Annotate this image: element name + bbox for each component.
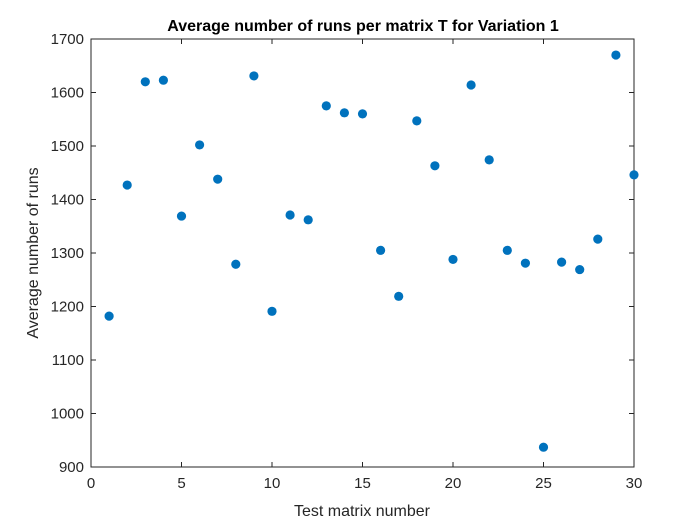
axes-frame: [90, 38, 635, 468]
y-tick-label: 1300: [51, 245, 84, 262]
y-tick-label: 1700: [51, 31, 84, 48]
data-point: [339, 108, 349, 118]
data-point: [520, 258, 531, 268]
data-point: [195, 140, 205, 150]
x-tick-label: 30: [626, 475, 643, 492]
data-point: [593, 234, 603, 244]
data-point: [267, 306, 277, 316]
x-tick-label: 0: [87, 475, 95, 492]
data-point: [394, 291, 404, 301]
data-point: [466, 80, 476, 90]
data-point: [557, 257, 567, 267]
y-tick-label: 1000: [51, 406, 84, 423]
y-axis-label: Average number of runs: [25, 167, 42, 338]
y-tick-label: 1400: [51, 192, 84, 209]
data-point: [484, 155, 494, 165]
data-point: [430, 161, 440, 171]
data-point: [629, 170, 639, 180]
x-axis-ticks: 0 5 10 15 20 25 30: [87, 39, 643, 492]
x-tick-label: 5: [177, 475, 185, 492]
data-point: [231, 259, 241, 269]
data-point: [357, 109, 368, 119]
x-tick-label: 25: [535, 475, 552, 492]
plot-area: 0 5 10 15 20 25 30 900 1000 1100 1200 1300 1400 1500…: [51, 31, 643, 492]
data-points: [104, 50, 639, 452]
data-point: [176, 211, 187, 221]
data-point: [158, 75, 168, 85]
data-point: [140, 77, 150, 87]
data-point: [122, 180, 132, 190]
data-point: [104, 311, 114, 321]
data-point: [285, 210, 295, 220]
y-tick-label: 1100: [52, 352, 84, 369]
y-tick-label: 1200: [51, 299, 84, 316]
chart-title: Average number of runs per matrix T for …: [167, 18, 559, 35]
y-tick-label: 1600: [51, 85, 84, 102]
y-tick-label: 900: [59, 459, 84, 476]
x-tick-label: 10: [264, 475, 281, 492]
data-point: [249, 71, 259, 81]
data-point: [376, 245, 386, 255]
data-point: [303, 215, 313, 225]
y-tick-label: 1500: [51, 138, 84, 155]
x-tick-label: 15: [354, 475, 371, 492]
data-point: [213, 174, 223, 184]
data-point: [538, 442, 549, 452]
data-point: [611, 50, 621, 60]
data-point: [321, 101, 331, 111]
data-point: [575, 264, 585, 275]
x-tick-label: 20: [445, 475, 462, 492]
data-point: [448, 254, 458, 265]
x-axis-label: Test matrix number: [294, 503, 431, 520]
y-axis-ticks: 900 1000 1100 1200 1300 1400 1500 1600 1700: [51, 31, 634, 476]
data-point: [412, 116, 422, 126]
data-point: [502, 245, 512, 255]
